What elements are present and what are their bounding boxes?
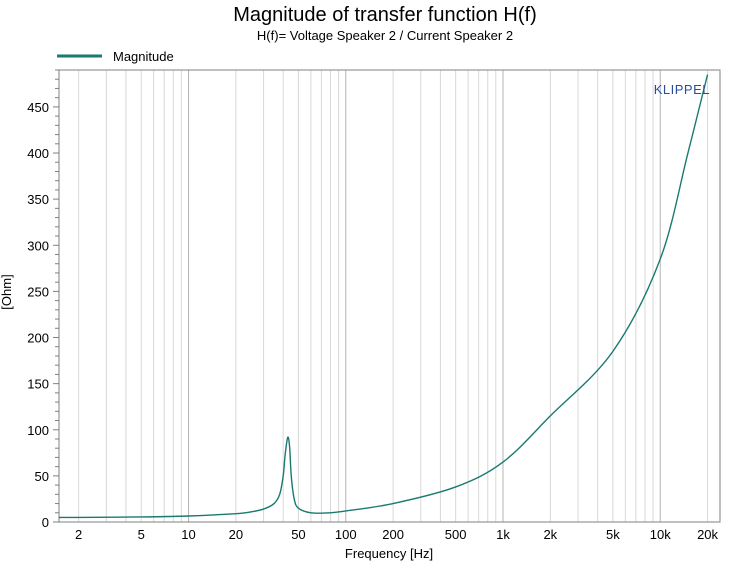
x-tick-label: 500 [445, 527, 467, 542]
y-axis-label: [Ohm] [0, 274, 14, 309]
x-tick-label: 20k [697, 527, 718, 542]
x-tick-label: 20 [229, 527, 243, 542]
y-tick-label: 300 [27, 238, 49, 253]
x-axis-label: Frequency [Hz] [345, 546, 433, 561]
y-tick-label: 0 [42, 515, 49, 530]
y-tick-label: 100 [27, 423, 49, 438]
grid [78, 70, 709, 522]
x-tick-label: 200 [382, 527, 404, 542]
y-axis-ticks: 0 50 100 150 200 250 300 350 400 450 [27, 69, 59, 530]
y-tick-label: 50 [35, 469, 49, 484]
y-tick-label: 350 [27, 192, 49, 207]
series-layer [58, 74, 709, 519]
x-tick-label: 50 [291, 527, 305, 542]
x-tick-label: 5 [138, 527, 145, 542]
y-tick-label: 400 [27, 146, 49, 161]
plot-frame [58, 69, 721, 523]
x-tick-label: 5k [606, 527, 620, 542]
brand-annotation: KLIPPEL [654, 82, 710, 97]
y-tick-label: 250 [27, 284, 49, 299]
x-tick-label: 10k [650, 527, 671, 542]
chart-title: Magnitude of transfer function H(f) [233, 4, 536, 26]
series-line-magnitude [58, 74, 709, 519]
x-axis-ticks: 2 5 10 20 50 100 200 500 1k 2k 5k 10k 20k [75, 527, 718, 542]
y-tick-label: 200 [27, 331, 49, 346]
x-tick-label: 2 [75, 527, 82, 542]
x-tick-label: 100 [335, 527, 357, 542]
x-tick-label: 2k [543, 527, 557, 542]
legend-label: Magnitude [113, 49, 174, 64]
y-tick-label: 450 [27, 100, 49, 115]
x-tick-label: 10 [181, 527, 195, 542]
y-tick-label: 150 [27, 377, 49, 392]
x-tick-label: 1k [496, 527, 510, 542]
chart-subtitle: H(f)= Voltage Speaker 2 / Current Speake… [257, 28, 513, 43]
legend: Magnitude [57, 49, 174, 64]
